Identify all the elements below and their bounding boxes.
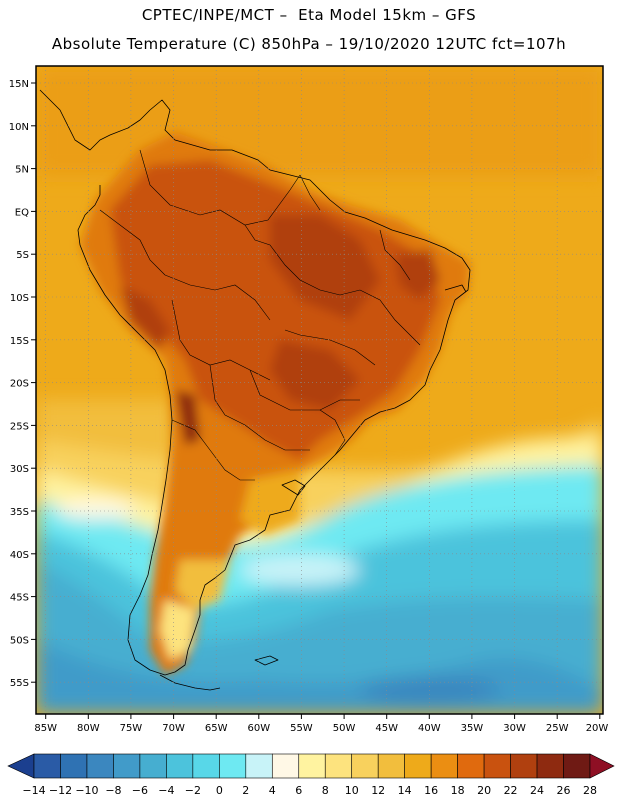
- lon-label: 70W: [162, 723, 185, 734]
- lon-label: 40W: [418, 723, 441, 734]
- country-borders: [99, 149, 421, 481]
- map-frame: [35, 65, 604, 715]
- colorbar-swatch: [192, 753, 220, 779]
- colorbar-swatch: [404, 753, 432, 779]
- colorbar-swatch: [113, 753, 141, 779]
- lon-label: 30W: [503, 723, 526, 734]
- colorbar-label: −10: [75, 784, 98, 797]
- colorbar-label: 4: [269, 784, 276, 797]
- lon-label: 55W: [290, 723, 313, 734]
- lat-label: 15N: [9, 79, 29, 90]
- lat-label: 35S: [10, 507, 29, 518]
- lon-label: 65W: [205, 723, 228, 734]
- colorbar-label: 10: [345, 784, 359, 797]
- temperature-field: [36, 66, 603, 714]
- lon-label: 75W: [120, 723, 143, 734]
- lat-label: 10N: [9, 122, 29, 133]
- coastlines: [39, 89, 471, 691]
- colorbar-swatch: [457, 753, 485, 779]
- colorbar-label: 28: [583, 784, 597, 797]
- colorbar-swatch: [430, 753, 458, 779]
- lon-label: 60W: [247, 723, 270, 734]
- lat-label: 30S: [10, 464, 29, 475]
- colorbar-swatch: [33, 753, 61, 779]
- colorbar-label: −2: [185, 784, 201, 797]
- colorbar-swatch: [510, 753, 538, 779]
- colorbar-swatch: [298, 753, 326, 779]
- graticule: [36, 66, 603, 714]
- lat-label: 50S: [10, 635, 29, 646]
- colorbar-label: 20: [477, 784, 491, 797]
- colorbar-swatch: [245, 753, 273, 779]
- colorbar-arrow-low: [7, 753, 35, 779]
- lat-label: 20S: [10, 379, 29, 390]
- lon-label: 80W: [77, 723, 100, 734]
- colorbar-label: −12: [49, 784, 72, 797]
- lat-label: 10S: [10, 293, 29, 304]
- colorbar-label: 18: [451, 784, 465, 797]
- lat-label: 15S: [10, 336, 29, 347]
- lat-label: EQ: [15, 207, 29, 218]
- latitude-axis: 15N 10N 5N EQ 5S 10S 15S 20S 25S 30S 35S…: [9, 79, 36, 689]
- lat-label: 5S: [16, 250, 29, 261]
- colorbar-label: 26: [557, 784, 571, 797]
- colorbar-label: 16: [424, 784, 438, 797]
- colorbar: −14 −12 −10 −8 −6 −4 −2 0 2 4 6 8 10 12 14 16 18 20 22 24 26…: [7, 753, 615, 797]
- lat-label: 5N: [15, 165, 29, 176]
- lon-label: 25W: [546, 723, 569, 734]
- colorbar-swatch: [271, 753, 300, 779]
- lat-label: 25S: [10, 421, 29, 432]
- chart-title-line1: CPTEC/INPE/MCT – Eta Model 15km – GFS: [141, 6, 477, 24]
- colorbar-swatch: [166, 753, 194, 779]
- colorbar-label: 24: [530, 784, 544, 797]
- colorbar-swatch: [324, 753, 353, 779]
- colorbar-label: 8: [322, 784, 329, 797]
- lon-label: 45W: [375, 723, 398, 734]
- colorbar-swatch: [536, 753, 564, 779]
- chart-title-line2: Absolute Temperature (C) 850hPa – 19/10/…: [51, 35, 567, 53]
- colorbar-label: −14: [22, 784, 45, 797]
- colorbar-label: −6: [132, 784, 148, 797]
- colorbar-label: 0: [216, 784, 223, 797]
- lon-label: 20W: [586, 723, 609, 734]
- lat-label: 55S: [10, 678, 29, 689]
- colorbar-swatch: [351, 753, 379, 779]
- colorbar-label: −8: [105, 784, 121, 797]
- colorbar-swatch: [483, 753, 511, 779]
- lat-label: 40S: [10, 550, 29, 561]
- colorbar-label: 22: [504, 784, 518, 797]
- colorbar-arrow-high: [589, 753, 615, 779]
- lon-label: 50W: [333, 723, 356, 734]
- colorbar-label: 14: [398, 784, 412, 797]
- longitude-axis: 85W 80W 75W 70W 65W 60W 55W 50W 45W 40W …: [34, 714, 608, 734]
- lat-label: 45S: [10, 593, 29, 604]
- colorbar-swatch: [563, 753, 591, 779]
- lon-label: 85W: [34, 723, 57, 734]
- colorbar-swatch: [60, 753, 88, 779]
- colorbar-label: 12: [371, 784, 385, 797]
- colorbar-swatch: [86, 753, 114, 779]
- colorbar-label: −4: [158, 784, 174, 797]
- lon-label: 35W: [461, 723, 484, 734]
- colorbar-swatch: [139, 753, 167, 779]
- colorbar-label: 6: [295, 784, 302, 797]
- colorbar-swatch: [377, 753, 405, 779]
- colorbar-label: 2: [242, 784, 249, 797]
- colorbar-swatch: [219, 753, 247, 779]
